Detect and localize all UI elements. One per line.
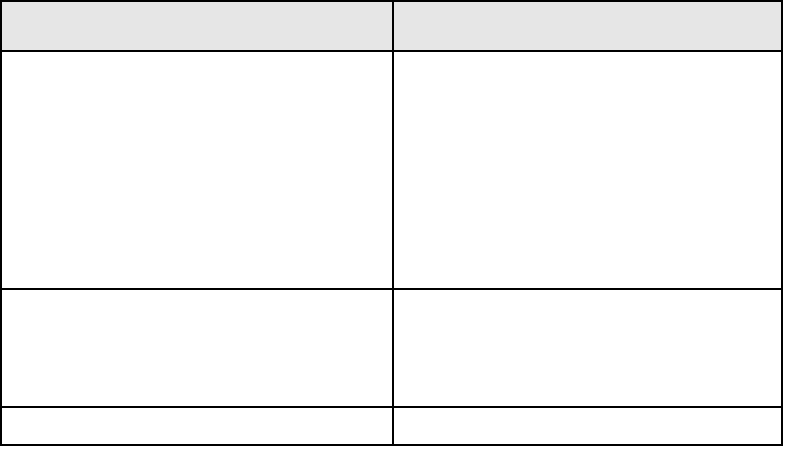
table-row (0, 406, 783, 446)
table-cell (0, 288, 394, 408)
table-row (0, 288, 783, 408)
empty-table (0, 0, 783, 446)
table-cell (0, 50, 394, 290)
table-header-row (0, 0, 783, 52)
header-cell (392, 0, 783, 52)
table-cell (392, 406, 783, 446)
table-cell (392, 288, 783, 408)
table-cell (0, 406, 394, 446)
table-row (0, 50, 783, 290)
header-cell (0, 0, 394, 52)
table-cell (392, 50, 783, 290)
